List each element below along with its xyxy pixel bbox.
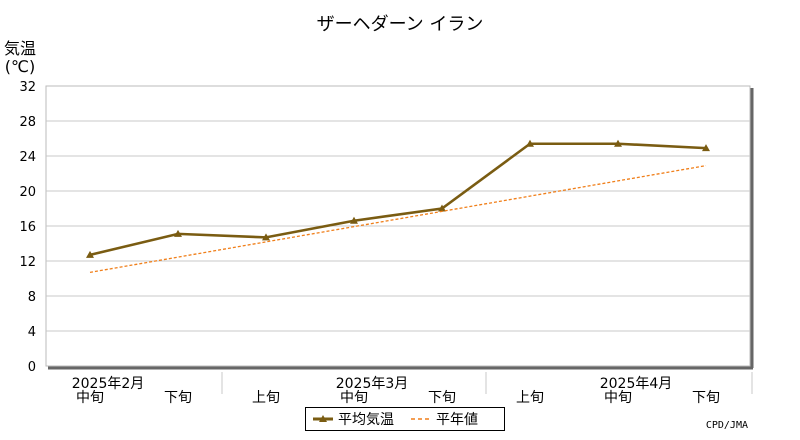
series-line-avg: [89, 142, 707, 257]
series-layer: [86, 139, 710, 274]
y-tick-label: 12: [19, 255, 36, 270]
series-line-normal: [89, 164, 707, 274]
legend-avg-label: 平均気温: [338, 412, 394, 428]
y-tick-label: 16: [19, 220, 36, 235]
y-tick-label: 0: [28, 360, 36, 375]
x-tick-label: 上旬: [516, 390, 544, 406]
x-month-label: 2025年3月: [336, 376, 409, 392]
y-axis-label-line2: (℃): [4, 57, 36, 76]
legend-item-avg: 平均気温: [312, 409, 394, 429]
source-credit: CPD/JMA: [705, 420, 748, 431]
y-tick-label: 8: [28, 290, 36, 305]
x-tick-label: 下旬: [428, 390, 456, 406]
axis-layer: [221, 372, 753, 394]
y-tick-label: 28: [19, 115, 36, 130]
data-point-avg: [526, 139, 534, 147]
y-tick-label: 24: [19, 150, 36, 165]
legend-normal-label: 平年値: [436, 412, 478, 428]
data-point-avg: [86, 250, 94, 258]
y-tick-label: 4: [28, 325, 36, 340]
x-month-label: 2025年4月: [600, 376, 673, 392]
y-tick-label: 20: [19, 185, 36, 200]
data-point-avg: [702, 144, 710, 152]
y-axis-label-line1: 気温: [3, 39, 36, 58]
data-point-avg: [614, 139, 622, 147]
chart-title: ザーヘダーン イラン: [316, 14, 484, 35]
data-point-avg: [350, 216, 358, 224]
data-point-avg: [438, 204, 446, 212]
x-tick-label: 中旬: [604, 390, 632, 406]
label-layer: 0 4 8 12 16 20 24 28 32 中旬 下旬 上旬 中旬 下旬 上旬 中旬 下旬 2025年2月 20…: [19, 80, 720, 406]
grid-layer: [45, 85, 754, 370]
legend-normal-line-icon: [411, 418, 431, 420]
x-tick-label: 中旬: [340, 390, 368, 406]
x-tick-label: 中旬: [76, 390, 104, 406]
x-tick-label: 下旬: [164, 390, 192, 406]
legend-avg-marker-icon: [313, 415, 333, 422]
x-tick-label: 上旬: [252, 390, 280, 406]
data-point-avg: [262, 233, 270, 241]
data-point-avg: [174, 229, 182, 237]
legend-item-normal: 平年値: [410, 409, 478, 429]
y-axis-label: 気温 (℃): [0, 40, 40, 76]
y-tick-label: 32: [19, 80, 36, 95]
x-tick-label: 下旬: [692, 390, 720, 406]
x-month-label: 2025年2月: [72, 376, 145, 392]
legend: 平均気温 平年値: [305, 407, 505, 431]
